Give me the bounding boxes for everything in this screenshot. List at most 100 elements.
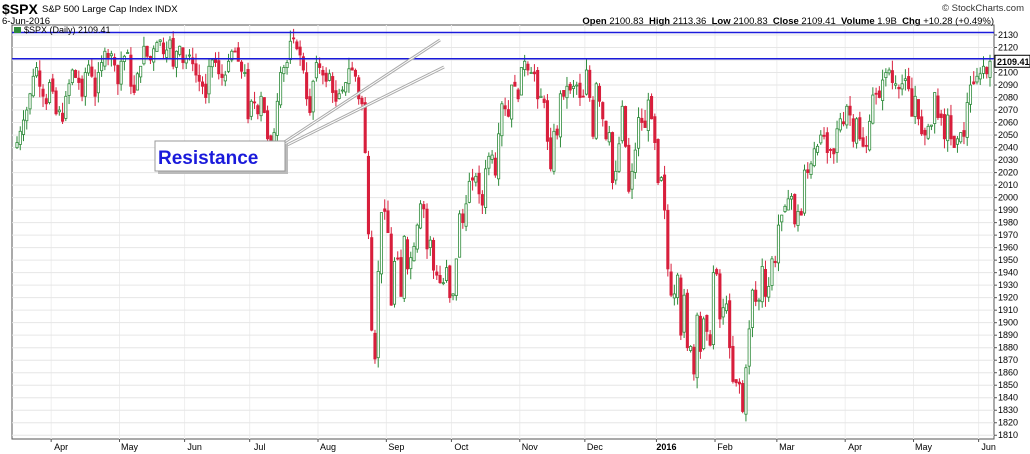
candle-body: [845, 105, 849, 126]
candle-body: [191, 57, 195, 65]
candle: [256, 103, 260, 120]
candle-body: [858, 117, 862, 140]
candle-body: [340, 89, 344, 92]
candle-body: [396, 257, 400, 260]
candle: [80, 75, 84, 102]
candle: [106, 48, 110, 66]
candle-body: [897, 87, 901, 90]
candle-body: [321, 69, 325, 76]
x-axis: Apr May Jun Jul Aug Sep Oct Nov Dec 2016 Feb Mar Apr…: [50, 439, 996, 452]
candle-body: [832, 148, 836, 155]
candle-body: [435, 271, 439, 276]
candle: [311, 79, 315, 120]
ytick-label-2130: 2130: [998, 30, 1018, 40]
candle: [340, 86, 344, 94]
candle: [692, 344, 696, 381]
candle-body: [672, 293, 676, 299]
candle: [946, 108, 950, 152]
candle: [497, 122, 501, 186]
candle-body: [724, 303, 728, 312]
candle: [132, 75, 136, 96]
candle: [734, 379, 738, 387]
candle-body: [536, 70, 540, 100]
candle-body: [916, 99, 920, 120]
candle-body: [90, 66, 94, 77]
candle: [669, 263, 673, 297]
candle: [331, 72, 335, 103]
candle: [474, 172, 478, 187]
candle-body: [474, 175, 478, 183]
candle-body: [490, 154, 494, 160]
candle: [842, 111, 846, 127]
candle-body: [379, 212, 384, 275]
candle-body: [623, 106, 628, 147]
candle-body: [539, 95, 543, 98]
candle: [868, 114, 872, 152]
candle: [812, 141, 816, 168]
ytick-label-2010: 2010: [998, 180, 1018, 190]
candle: [744, 364, 748, 422]
candle-body: [239, 61, 244, 72]
candle: [588, 65, 592, 102]
candle: [900, 74, 904, 96]
candle-body: [558, 93, 562, 138]
candle: [337, 88, 341, 100]
candle-body: [48, 82, 52, 103]
candle-body: [763, 269, 768, 297]
candle-body: [74, 69, 78, 78]
callout-label: Resistance: [158, 148, 258, 169]
candle-body: [669, 271, 673, 296]
candle-body: [933, 92, 937, 124]
candle-body: [331, 76, 335, 93]
candle-body: [363, 102, 367, 153]
candle-body: [607, 132, 611, 143]
candle: [324, 67, 328, 88]
candle-body: [676, 274, 680, 299]
candle-body: [288, 40, 292, 61]
candle: [594, 81, 598, 140]
candle-body: [812, 148, 816, 167]
candle: [653, 113, 657, 151]
candle-body: [412, 245, 416, 262]
candle-body: [913, 95, 917, 118]
candle: [855, 117, 859, 149]
candle-body: [464, 203, 468, 227]
candle: [555, 125, 559, 140]
candle: [838, 112, 842, 133]
candle-body: [370, 237, 374, 331]
candle: [871, 87, 875, 125]
price-gridlines: [12, 34, 994, 436]
candle: [718, 269, 722, 328]
open-label: Open: [582, 16, 607, 27]
candle-body: [848, 105, 852, 116]
candle-body: [760, 265, 764, 303]
candle-body: [685, 292, 689, 349]
candle: [516, 87, 520, 103]
candle: [64, 90, 68, 122]
candle-body: [28, 93, 32, 110]
candle-body: [705, 314, 709, 332]
candle-body: [988, 60, 992, 78]
candle-body: [25, 109, 29, 122]
legend-label: $SPX (Daily) 2109.41: [24, 25, 111, 35]
candle: [646, 92, 650, 142]
candle: [903, 69, 907, 91]
candle-body: [868, 120, 872, 151]
candle: [536, 66, 540, 109]
stockcharts-credit[interactable]: © StockCharts.com: [942, 3, 1024, 14]
candle: [757, 298, 761, 311]
candle: [640, 108, 644, 131]
candle-body: [204, 83, 208, 98]
ytick-label-2040: 2040: [998, 143, 1018, 153]
candle-body: [168, 39, 172, 49]
candle-body: [477, 172, 481, 195]
candle-body: [54, 90, 58, 115]
candle: [500, 101, 504, 147]
index-name: S&P 500 Large Cap Index: [42, 4, 153, 15]
candle: [142, 36, 146, 66]
candle-body: [220, 73, 224, 78]
candle-body: [116, 65, 120, 85]
ytick-label-1860: 1860: [998, 368, 1018, 378]
candle-body: [633, 149, 637, 173]
candle-body: [718, 273, 722, 320]
